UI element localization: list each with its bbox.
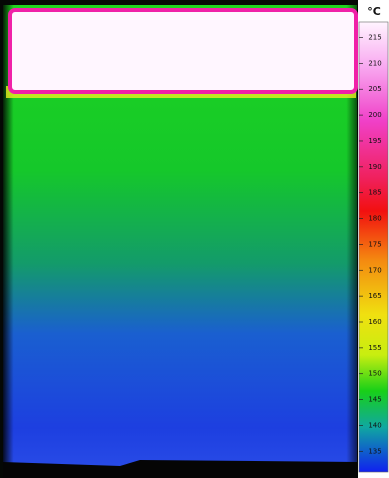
thermal-image-view: °C 135 140 145 150 155 160 165 170 175 180 185 190 1…	[0, 0, 389, 478]
tick-label: 170	[368, 266, 381, 274]
tick-label: 200	[368, 111, 381, 119]
tick-label: 205	[368, 85, 381, 93]
hot-panel	[10, 10, 356, 92]
tick-label: 175	[368, 240, 381, 248]
tick-label: 215	[368, 34, 381, 42]
tick-label: 180	[368, 215, 381, 223]
tick-label: 185	[368, 189, 381, 197]
tick-label: 145	[368, 396, 381, 404]
colorbar-unit: °C	[367, 5, 381, 18]
tick-label: 135	[368, 447, 381, 455]
tick-label: 160	[368, 318, 381, 326]
tick-label: 155	[368, 344, 381, 352]
tick-label: 165	[368, 292, 381, 300]
tick-label: 195	[368, 137, 381, 145]
tick-label: 140	[368, 421, 381, 429]
tick-label: 150	[368, 370, 381, 378]
tick-label: 210	[368, 59, 381, 67]
tick-label: 190	[368, 163, 381, 171]
